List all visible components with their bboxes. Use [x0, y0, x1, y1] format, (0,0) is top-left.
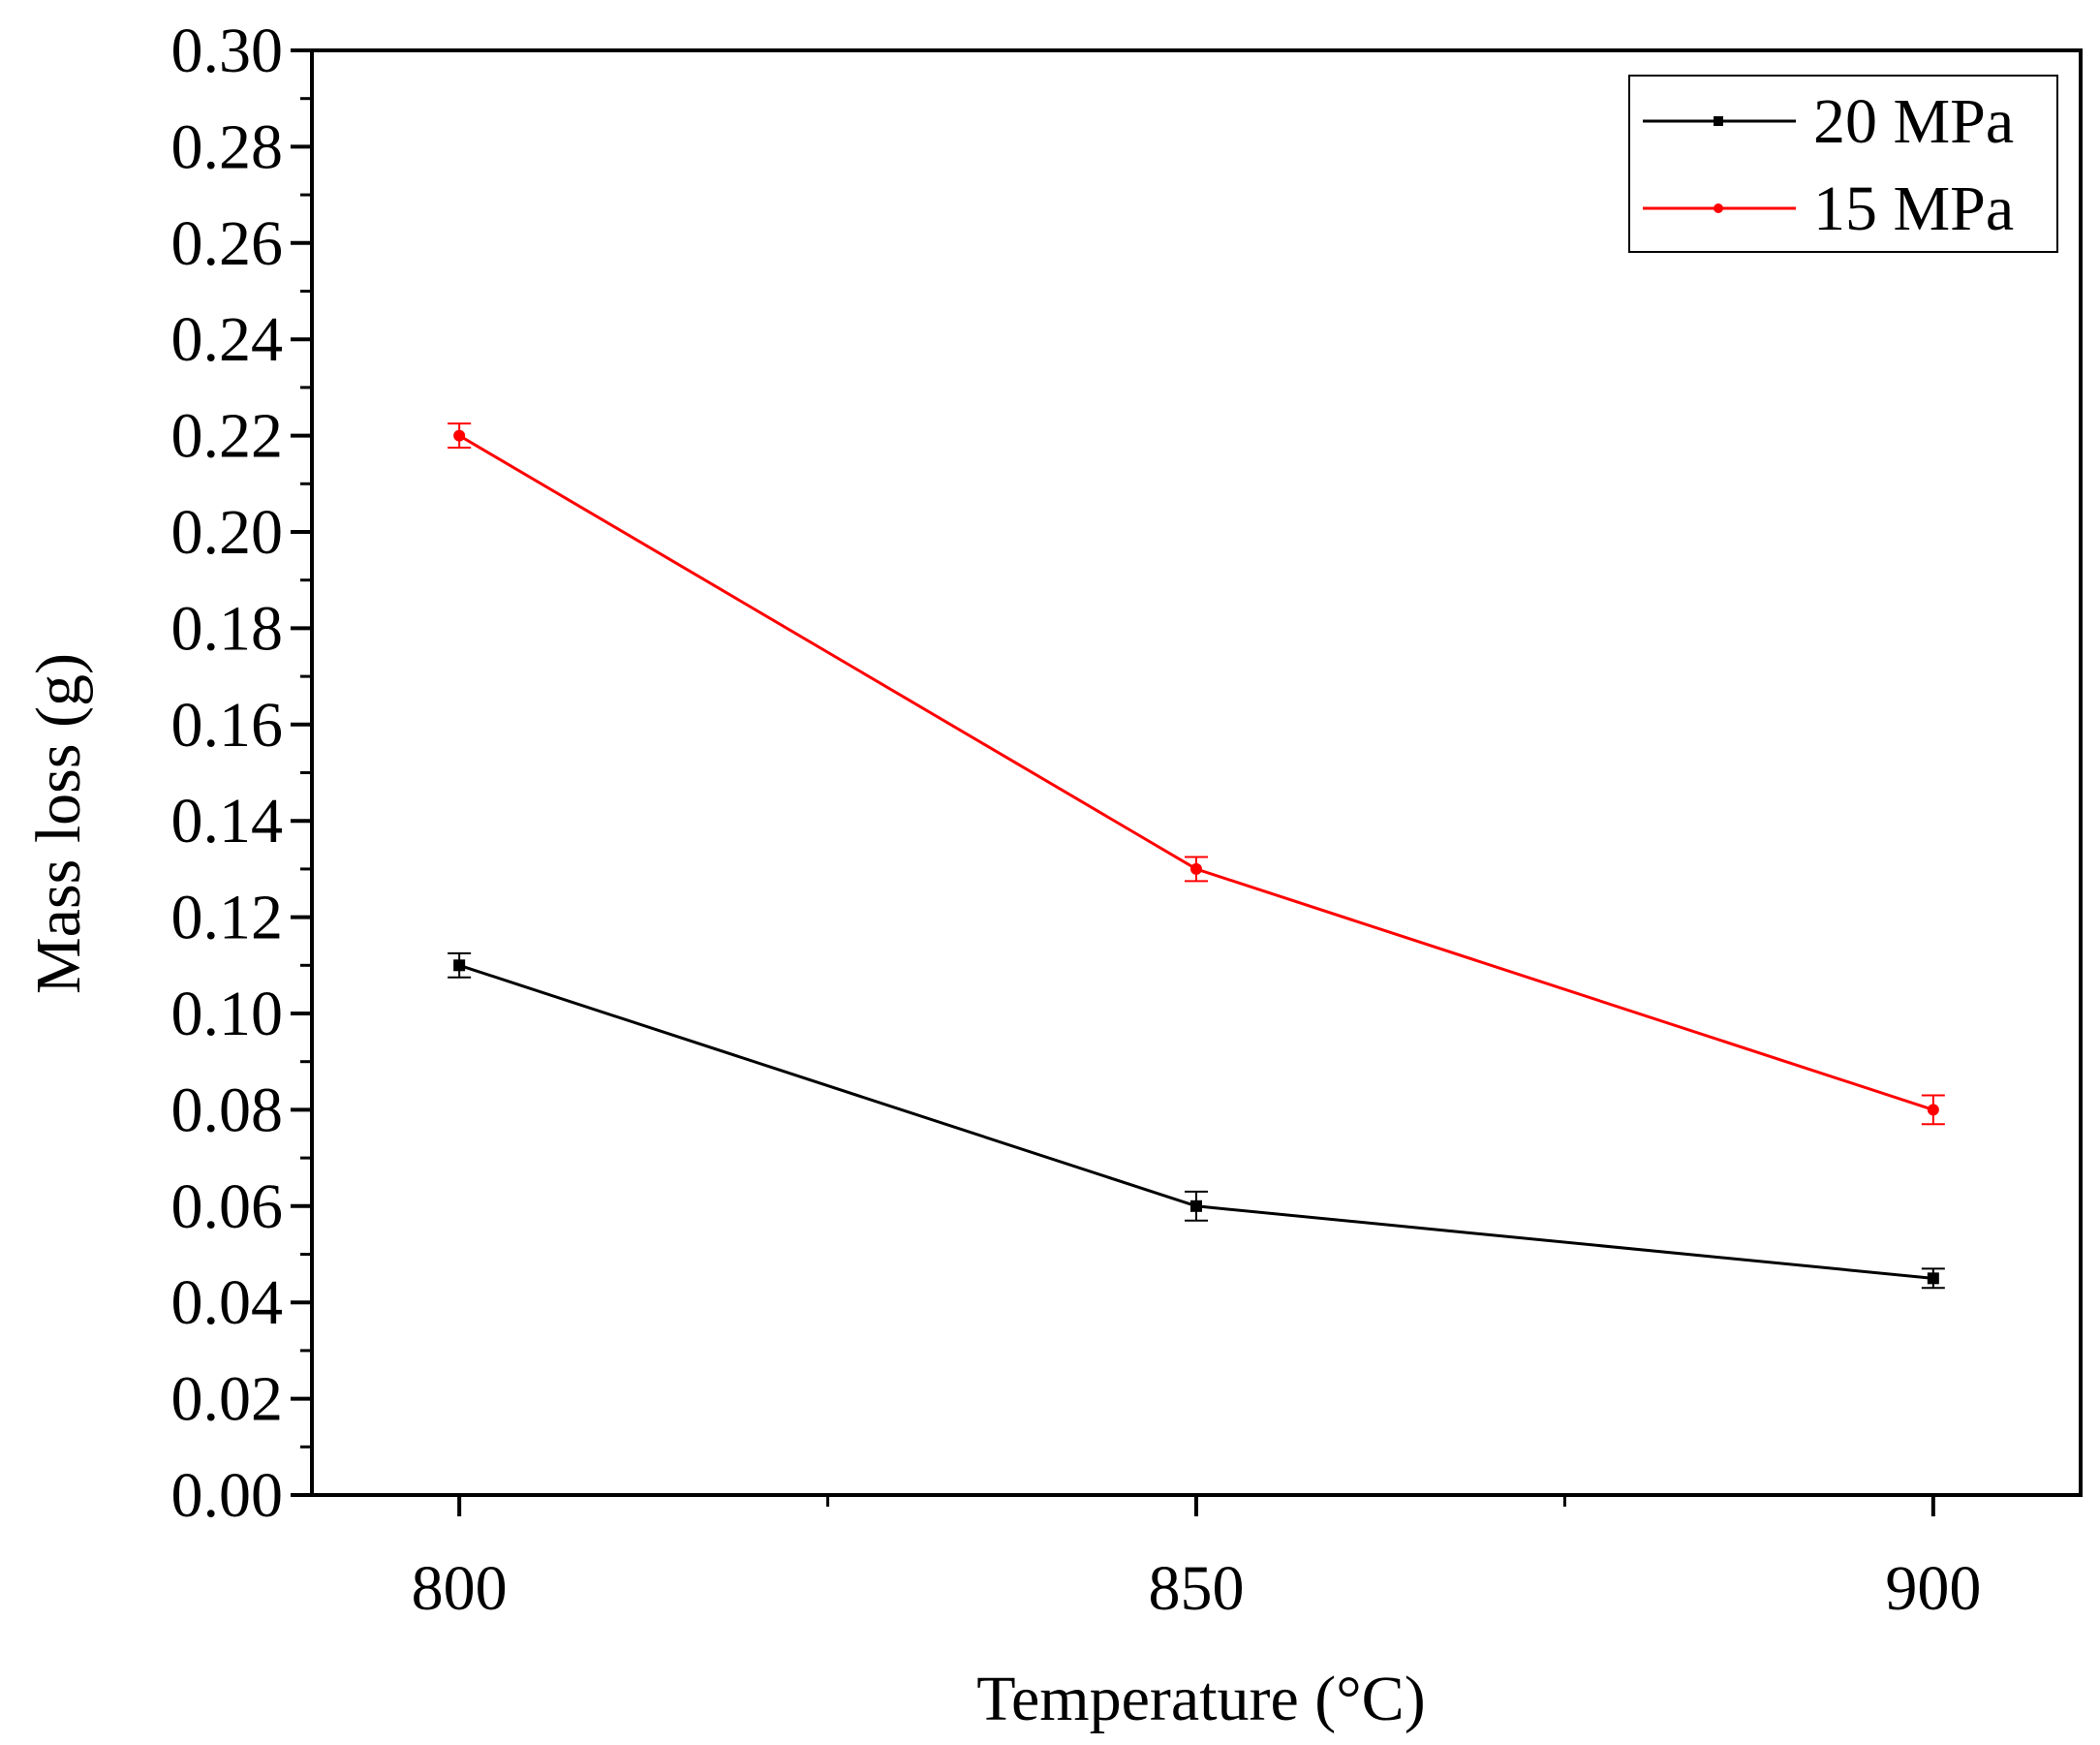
series-20-mpa	[448, 951, 1945, 1290]
axes	[310, 48, 2083, 1497]
data-point	[1190, 1200, 1202, 1212]
y-axis-title: Mass loss (g)	[23, 653, 94, 994]
y-tick-label: 0.06	[171, 1171, 284, 1242]
plot-series	[448, 422, 1945, 1290]
x-tick-label: 800	[412, 1553, 508, 1624]
series-line	[458, 434, 1934, 1111]
data-point	[1190, 862, 1202, 875]
data-point	[1927, 1104, 1939, 1116]
y-tick-label: 0.30	[171, 16, 284, 86]
legend-item: 20 MPa	[1643, 86, 2014, 157]
x-tick-label: 900	[1885, 1553, 1981, 1624]
y-tick-label: 0.14	[171, 786, 284, 857]
legend-marker	[1714, 203, 1723, 213]
x-axis-ticks: 800 850 900	[412, 1495, 1981, 1624]
y-tick-label: 0.12	[171, 883, 284, 953]
data-point	[1927, 1272, 1939, 1285]
x-tick-label: 850	[1149, 1553, 1245, 1624]
y-tick-label: 0.00	[171, 1460, 284, 1531]
legend: 20 MPa 15 MPa	[1628, 75, 2058, 253]
plot-frame	[310, 48, 2083, 1497]
y-tick-label: 0.22	[171, 401, 284, 472]
y-tick-label: 0.16	[171, 690, 284, 761]
legend-box	[1628, 75, 2058, 253]
y-tick-label: 0.02	[171, 1364, 284, 1435]
x-axis-title: Temperature (°C)	[976, 1664, 1425, 1734]
series-15-mpa	[448, 422, 1945, 1126]
y-tick-label: 0.26	[171, 208, 284, 279]
legend-marker	[1714, 116, 1723, 126]
data-point	[453, 959, 466, 972]
y-tick-label: 0.18	[171, 593, 284, 664]
data-point	[453, 429, 466, 442]
y-tick-label: 0.08	[171, 1075, 284, 1145]
legend-label: 15 MPa	[1813, 173, 2014, 244]
y-tick-label: 0.20	[171, 497, 284, 568]
legend-label: 20 MPa	[1813, 86, 2014, 157]
legend-item: 15 MPa	[1643, 173, 2014, 244]
y-tick-label: 0.10	[171, 979, 284, 1049]
y-tick-label: 0.24	[171, 304, 284, 375]
y-tick-label: 0.04	[171, 1267, 284, 1338]
y-axis-ticks: 0.00 0.02 0.04 0.06 0.08 0.10 0.12 0.14 0.16 0.18…	[171, 16, 312, 1531]
y-tick-label: 0.28	[171, 111, 284, 182]
series-line	[458, 963, 1933, 1280]
